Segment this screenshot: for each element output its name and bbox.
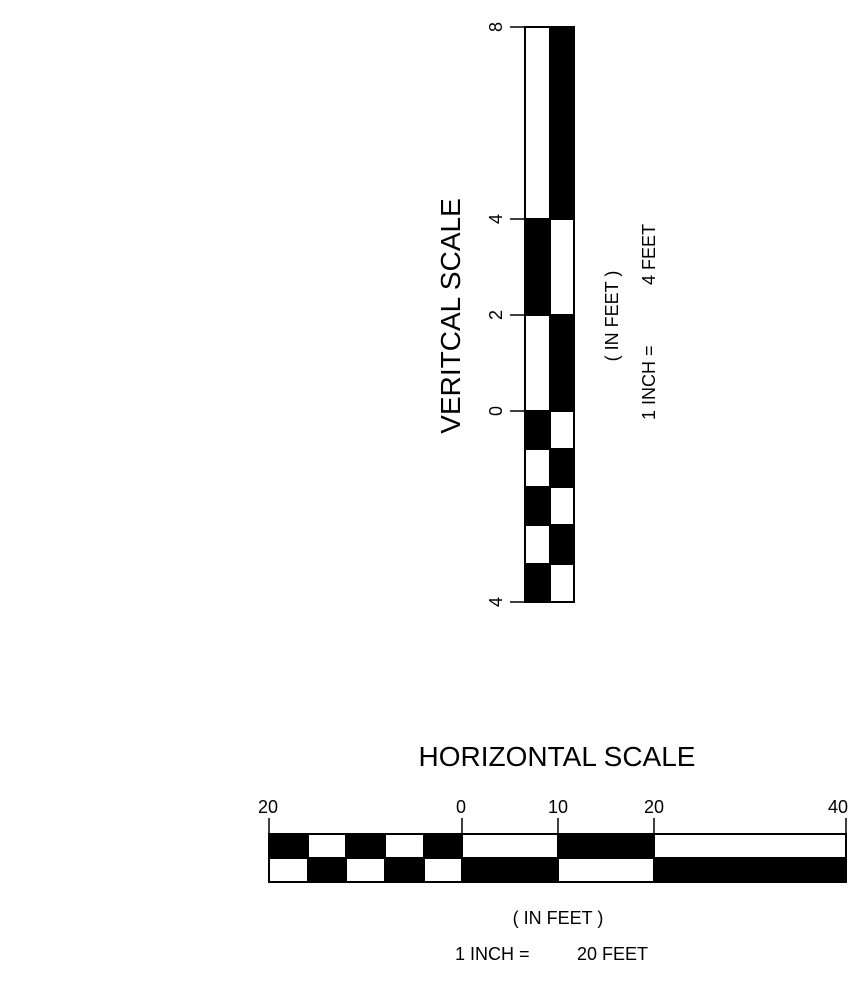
horizontal-tick-label-20-right: 20 <box>644 797 664 817</box>
horizontal-checker-4-bottom <box>384 857 425 883</box>
vertical-scale-ratio-value: 4 FEET <box>639 224 659 285</box>
horizontal-checker-5-top <box>423 833 463 859</box>
vertical-segment-8-4-right <box>549 26 575 220</box>
vertical-checker-3-right <box>549 486 575 526</box>
vertical-checker-1-left <box>524 410 551 450</box>
vertical-tick-label-2: 2 <box>486 310 506 320</box>
horizontal-tick-label-40: 40 <box>828 797 848 817</box>
vertical-tick-labels: 8 4 2 0 4 <box>486 22 506 607</box>
vertical-checker-3-left <box>524 486 551 526</box>
vertical-checker-5-right <box>549 563 575 603</box>
horizontal-checker-2-top <box>307 833 347 859</box>
horizontal-checker-3-bottom <box>345 857 386 883</box>
horizontal-scale-ratio-value: 20 FEET <box>577 944 648 964</box>
horizontal-segment-20-40-top <box>653 833 847 859</box>
horizontal-scale: HORIZONTAL SCALE 20 0 10 20 40 <box>258 741 848 964</box>
vertical-scale-ratio-prefix: 1 INCH = <box>639 345 659 420</box>
horizontal-checker-1-bottom <box>268 857 309 883</box>
horizontal-tick-label-20-left: 20 <box>258 797 278 817</box>
horizontal-segment-0-10-top <box>461 833 559 859</box>
vertical-tick-label-4-upper: 4 <box>486 214 506 224</box>
horizontal-segment-10-20-top <box>557 833 655 859</box>
horizontal-scale-unit-note: ( IN FEET ) <box>513 908 604 928</box>
vertical-checker-1-right <box>549 410 575 450</box>
vertical-checker-5-left <box>524 563 551 603</box>
vertical-segment-2-0-left <box>524 314 551 412</box>
horizontal-segment-20-40-bottom <box>653 857 847 883</box>
vertical-scale-unit-note: ( IN FEET ) <box>602 271 622 362</box>
vertical-segment-4-2-right <box>549 218 575 316</box>
vertical-scale-bar <box>524 26 575 603</box>
vertical-segment-2-0-right <box>549 314 575 412</box>
horizontal-scale-ratio-prefix: 1 INCH = <box>455 944 530 964</box>
vertical-segment-8-4-left <box>524 26 551 220</box>
horizontal-checker-5-bottom <box>423 857 463 883</box>
vertical-segment-4-2-left <box>524 218 551 316</box>
horizontal-checker-1-top <box>268 833 309 859</box>
vertical-tick-label-4-lower: 4 <box>486 597 506 607</box>
horizontal-tick-label-10: 10 <box>548 797 568 817</box>
horizontal-tick-labels: 20 0 10 20 40 <box>258 797 848 817</box>
horizontal-scale-bar <box>268 833 847 883</box>
horizontal-segment-10-20-bottom <box>557 857 655 883</box>
vertical-scale: 8 4 2 0 4 VERITCAL SCALE ( IN FEET ) 1 I… <box>435 22 659 607</box>
horizontal-ticks <box>268 818 847 834</box>
vertical-checker-4-left <box>524 524 551 565</box>
horizontal-segment-0-10-bottom <box>461 857 559 883</box>
vertical-tick-label-0: 0 <box>486 406 506 416</box>
horizontal-checker-3-top <box>345 833 386 859</box>
vertical-checker-4-right <box>549 524 575 565</box>
horizontal-tick-label-0: 0 <box>456 797 466 817</box>
horizontal-checker-2-bottom <box>307 857 347 883</box>
horizontal-checker-4-top <box>384 833 425 859</box>
vertical-tick-label-8: 8 <box>486 22 506 32</box>
horizontal-scale-title: HORIZONTAL SCALE <box>419 741 696 772</box>
vertical-ticks <box>510 26 525 603</box>
vertical-checker-2-left <box>524 448 551 488</box>
vertical-checker-2-right <box>549 448 575 488</box>
vertical-scale-title: VERITCAL SCALE <box>435 198 466 433</box>
